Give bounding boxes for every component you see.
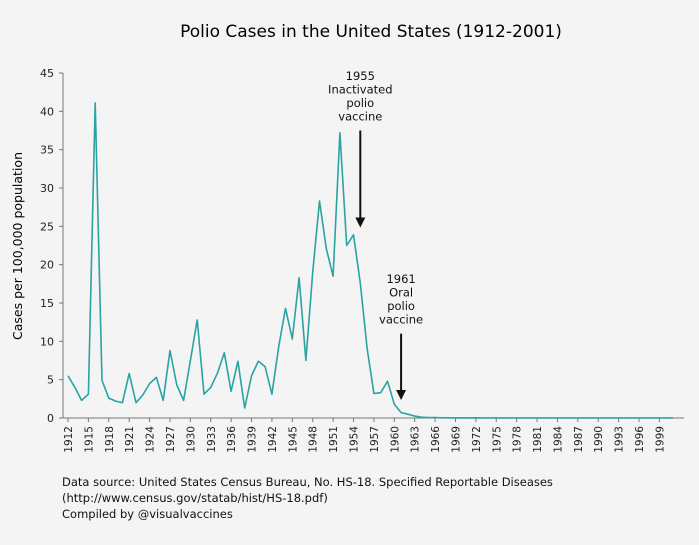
x-tick-label: 1969: [450, 426, 462, 453]
x-tick-label: 1966: [430, 426, 442, 453]
x-tick-label: 1996: [634, 426, 646, 453]
x-tick-label: 1936: [226, 426, 238, 453]
y-tick-label: 35: [40, 144, 54, 157]
x-tick-label: 1927: [165, 426, 177, 453]
x-tick-label: 1912: [63, 426, 75, 453]
x-tick-label: 1918: [104, 426, 116, 453]
data-source-url: (http://www.census.gov/statab/hist/HS-18…: [62, 491, 328, 505]
x-tick-label: 1963: [410, 426, 422, 453]
y-tick-label: 0: [47, 412, 54, 425]
series-group: [67, 102, 673, 419]
annotation-text: vaccine: [379, 313, 423, 327]
y-ticks: 0 5 10 15 20 25 30 35 40 45: [40, 67, 63, 425]
annotation-text: Inactivated: [328, 83, 393, 97]
y-tick-label: 45: [40, 67, 54, 80]
x-tick-label: 1915: [83, 426, 95, 453]
x-tick-label: 1951: [328, 426, 340, 453]
x-tick-label: 1987: [573, 426, 585, 453]
x-tick-label: 1972: [471, 426, 483, 453]
y-tick-label: 30: [40, 182, 54, 195]
annotation-text: 1961: [386, 272, 415, 286]
footer: Data source: United States Census Bureau…: [62, 474, 553, 522]
x-tick-label: 1921: [124, 426, 136, 453]
x-tick-label: 1978: [512, 426, 524, 453]
y-tick-label: 10: [40, 335, 54, 348]
annotation-text: 1955: [346, 69, 375, 83]
x-tick-label: 1945: [287, 426, 299, 453]
compiled-by-text: Compiled by @visualvaccines: [62, 507, 233, 521]
x-tick-label: 1924: [145, 426, 157, 453]
x-tick-label: 1954: [349, 426, 361, 453]
x-tick-label: 1933: [206, 426, 218, 453]
annotation-text: polio: [346, 96, 374, 110]
x-tick-label: 1975: [491, 426, 503, 453]
annotation-text: polio: [387, 299, 415, 313]
x-tick-label: 1990: [593, 426, 605, 453]
x-ticks: 1912 1915 1918 1921 1924 1927 1930 1933 1936 1939…: [63, 418, 666, 453]
annotation-text: Oral: [389, 286, 413, 300]
y-tick-label: 40: [40, 105, 54, 118]
y-axis-label: Cases per 100,000 population: [10, 152, 25, 340]
x-tick-label: 1981: [532, 426, 544, 453]
x-tick-label: 1957: [369, 426, 381, 453]
x-tick-label: 1993: [614, 426, 626, 453]
y-tick-label: 20: [40, 259, 54, 272]
x-tick-label: 1948: [308, 426, 320, 453]
chart-title: Polio Cases in the United States (1912-2…: [180, 22, 562, 42]
x-tick-label: 1984: [552, 426, 564, 453]
y-tick-label: 5: [47, 374, 54, 387]
x-tick-label: 1942: [267, 426, 279, 453]
y-tick-label: 25: [40, 220, 54, 233]
x-tick-label: 1999: [654, 426, 666, 453]
annotations: 1955Inactivatedpoliovaccine1961Oralpolio…: [328, 69, 423, 400]
x-tick-label: 1930: [185, 426, 197, 453]
x-tick-label: 1939: [247, 426, 259, 453]
data-source-text: Data source: United States Census Bureau…: [62, 475, 553, 489]
y-tick-label: 15: [40, 297, 54, 310]
annotation-text: vaccine: [338, 110, 382, 124]
axes: [62, 73, 684, 419]
polio-line-chart: Polio Cases in the United States (1912-2…: [10, 22, 684, 453]
series-line: [67, 102, 673, 419]
x-tick-label: 1960: [389, 426, 401, 453]
